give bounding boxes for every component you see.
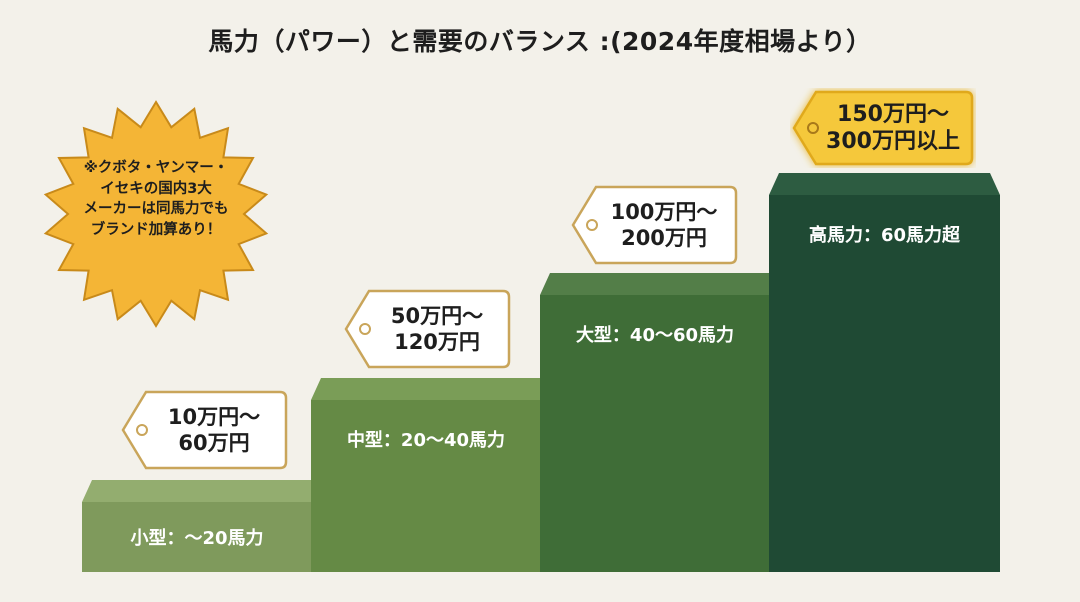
price-tag-large: 100万円〜 200万円 bbox=[570, 185, 738, 265]
price-tag-icon bbox=[121, 390, 288, 470]
price-tag-high-power: 150万円〜 300万円以上 bbox=[790, 88, 976, 168]
page-title: 馬力（パワー）と需要のバランス :(2024年度相場より） bbox=[208, 27, 872, 56]
price-large-line1: 100万円〜 bbox=[610, 199, 718, 224]
step-label-large: 大型：40〜60馬力 bbox=[575, 325, 735, 346]
price-small-line2: 60万円 bbox=[178, 431, 250, 455]
brand-note-burst: ※クボタ・ヤンマー・ イセキの国内3大 メーカーは同馬力でも ブランド加算あり！ bbox=[40, 98, 272, 330]
note-line-1: ※クボタ・ヤンマー・ bbox=[83, 160, 229, 176]
price-high-line2: 300万円以上 bbox=[826, 129, 960, 154]
price-medium-line2: 120万円 bbox=[394, 330, 480, 354]
price-tag-small: 10万円〜 60万円 bbox=[120, 390, 288, 470]
price-tag-icon bbox=[344, 289, 511, 369]
starburst-icon bbox=[43, 100, 269, 328]
step-large: 大型：40〜60馬力 bbox=[540, 273, 770, 572]
note-text: ※クボタ・ヤンマー・ イセキの国内3大 メーカーは同馬力でも ブランド加算あり！ bbox=[70, 158, 242, 240]
note-line-2: イセキの国内3大 bbox=[100, 180, 212, 197]
price-tag-icon bbox=[792, 90, 974, 166]
price-large-line2: 200万円 bbox=[621, 226, 707, 250]
step-label-high-power: 高馬力：60馬力超 bbox=[808, 225, 961, 246]
step-medium: 中型：20〜40馬力 bbox=[311, 378, 541, 572]
note-line-4: ブランド加算あり！ bbox=[90, 221, 222, 238]
price-high-line1: 150万円〜 bbox=[837, 101, 949, 127]
price-tag-medium: 50万円〜 120万円 bbox=[343, 289, 511, 369]
step-label-medium: 中型：20〜40馬力 bbox=[346, 430, 506, 451]
step-small: 小型：〜20馬力 bbox=[82, 480, 312, 572]
step-label-small: 小型：〜20馬力 bbox=[130, 528, 264, 549]
note-line-3: メーカーは同馬力でも bbox=[83, 201, 229, 218]
price-small-line1: 10万円〜 bbox=[167, 404, 261, 429]
price-medium-line1: 50万円〜 bbox=[390, 303, 484, 328]
step-high-power: 高馬力：60馬力超 bbox=[769, 173, 1000, 572]
price-tag-icon bbox=[571, 185, 738, 265]
